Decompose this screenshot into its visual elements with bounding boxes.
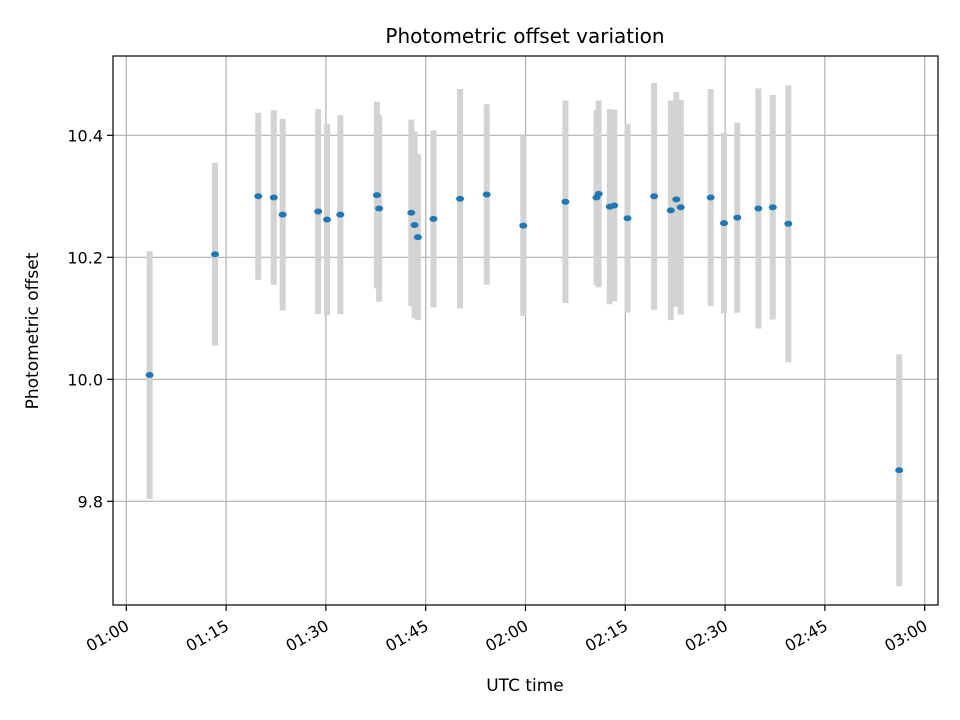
data-point bbox=[706, 194, 715, 201]
data-point bbox=[666, 207, 675, 214]
data-point bbox=[733, 214, 742, 221]
chart-title: Photometric offset variation bbox=[385, 24, 664, 48]
data-point bbox=[561, 198, 570, 205]
y-tick-label: 10.2 bbox=[67, 248, 103, 267]
data-point bbox=[456, 195, 465, 202]
data-point bbox=[254, 193, 263, 200]
y-tick-label: 10.0 bbox=[67, 370, 103, 389]
data-point bbox=[768, 204, 777, 211]
data-point bbox=[336, 211, 345, 218]
data-point bbox=[719, 220, 728, 227]
data-point bbox=[895, 467, 904, 474]
data-point bbox=[482, 191, 491, 198]
y-axis-label: Photometric offset bbox=[23, 252, 43, 409]
data-point bbox=[754, 205, 763, 212]
data-point bbox=[269, 194, 278, 201]
data-point bbox=[672, 196, 681, 203]
data-point bbox=[278, 211, 287, 218]
y-axis: 9.8 10.0 10.2 10.4 bbox=[67, 126, 113, 511]
data-point bbox=[623, 215, 632, 222]
y-tick-label: 10.4 bbox=[67, 126, 103, 145]
data-point bbox=[145, 372, 154, 379]
data-points bbox=[145, 190, 904, 474]
data-point bbox=[610, 202, 619, 209]
data-point bbox=[413, 234, 422, 241]
data-point bbox=[407, 209, 416, 216]
data-point bbox=[314, 208, 323, 215]
data-point bbox=[784, 220, 793, 227]
data-point bbox=[594, 190, 603, 197]
data-point bbox=[519, 222, 528, 229]
y-tick-label: 9.8 bbox=[78, 492, 103, 511]
data-point bbox=[211, 251, 220, 258]
data-point bbox=[410, 221, 419, 228]
data-point bbox=[323, 216, 332, 223]
data-point bbox=[375, 205, 384, 212]
x-axis-label: UTC time bbox=[486, 676, 564, 696]
data-point bbox=[429, 215, 438, 222]
data-point bbox=[372, 192, 381, 199]
data-point bbox=[650, 193, 659, 200]
data-point bbox=[676, 204, 685, 211]
